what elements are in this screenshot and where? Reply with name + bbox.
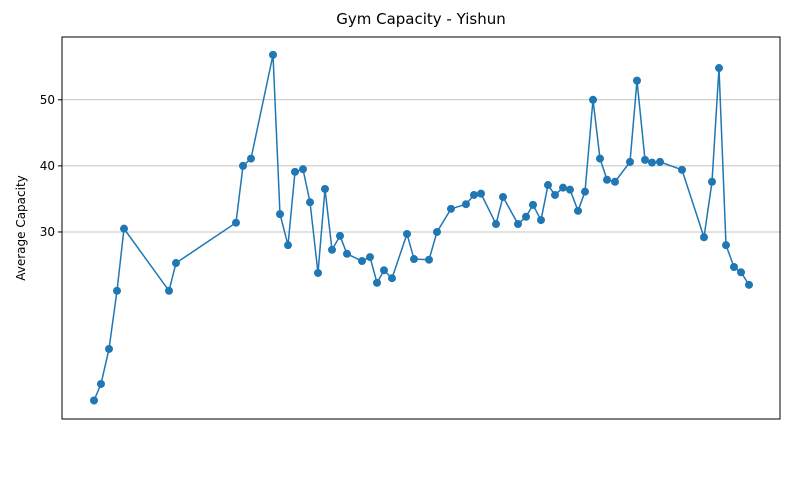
point bbox=[626, 157, 634, 166]
point bbox=[113, 286, 121, 295]
point bbox=[529, 200, 537, 209]
point bbox=[276, 210, 284, 219]
point bbox=[514, 220, 522, 229]
point bbox=[551, 190, 559, 199]
y-tick-label: 30 bbox=[40, 225, 55, 239]
point bbox=[284, 241, 292, 250]
point bbox=[537, 216, 545, 225]
point bbox=[492, 220, 500, 229]
point bbox=[366, 253, 374, 262]
point bbox=[433, 227, 441, 236]
point bbox=[425, 255, 433, 264]
point bbox=[343, 249, 351, 258]
point bbox=[321, 185, 329, 194]
point bbox=[291, 167, 299, 176]
point bbox=[477, 189, 485, 198]
point bbox=[603, 175, 611, 184]
point bbox=[745, 280, 753, 289]
point bbox=[715, 64, 723, 73]
point bbox=[447, 204, 455, 213]
point bbox=[388, 274, 396, 283]
point bbox=[403, 229, 411, 238]
point bbox=[380, 266, 388, 275]
point bbox=[97, 379, 105, 388]
point bbox=[120, 224, 128, 233]
point bbox=[581, 187, 589, 196]
point bbox=[336, 231, 344, 240]
point bbox=[611, 177, 619, 186]
point bbox=[269, 50, 277, 59]
point bbox=[299, 165, 307, 174]
point bbox=[678, 165, 686, 174]
point bbox=[90, 396, 98, 405]
point bbox=[700, 233, 708, 242]
point bbox=[589, 95, 597, 104]
point bbox=[499, 192, 507, 201]
point bbox=[648, 158, 656, 167]
point bbox=[596, 154, 604, 163]
y-axis-label: Average Capacity bbox=[14, 175, 28, 281]
y-tick-label: 40 bbox=[40, 159, 55, 173]
point bbox=[522, 212, 530, 221]
point bbox=[462, 200, 470, 209]
plot-frame bbox=[61, 36, 781, 420]
y-tick-label: 50 bbox=[40, 93, 55, 107]
point bbox=[306, 198, 314, 207]
point bbox=[633, 76, 641, 85]
point bbox=[373, 278, 381, 287]
chart-title: Gym Capacity - Yishun bbox=[336, 10, 506, 28]
point bbox=[656, 157, 664, 166]
point bbox=[708, 177, 716, 186]
point bbox=[328, 245, 336, 254]
point bbox=[730, 262, 738, 271]
point bbox=[641, 155, 649, 164]
point bbox=[314, 268, 322, 277]
point bbox=[165, 286, 173, 295]
point bbox=[105, 344, 113, 353]
point bbox=[239, 161, 247, 170]
point bbox=[544, 181, 552, 190]
point bbox=[722, 241, 730, 250]
point bbox=[172, 259, 180, 268]
point bbox=[737, 268, 745, 277]
line bbox=[93, 54, 750, 401]
point bbox=[247, 154, 255, 163]
point bbox=[232, 218, 240, 227]
point bbox=[566, 185, 574, 194]
point bbox=[410, 255, 418, 264]
point bbox=[559, 183, 567, 192]
point bbox=[358, 257, 366, 266]
point bbox=[470, 190, 478, 199]
point bbox=[574, 206, 582, 215]
